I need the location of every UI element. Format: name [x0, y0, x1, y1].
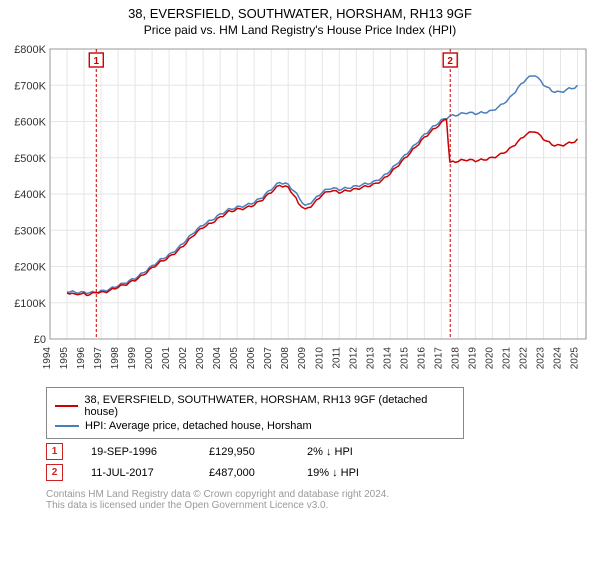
footnotes: Contains HM Land Registry data © Crown c…: [46, 489, 600, 511]
page-title: 38, EVERSFIELD, SOUTHWATER, HORSHAM, RH1…: [0, 6, 600, 21]
svg-text:2018: 2018: [450, 347, 461, 370]
legend-swatch-property: [55, 405, 78, 407]
svg-text:2022: 2022: [518, 347, 529, 370]
svg-text:2015: 2015: [399, 347, 410, 370]
marker-date: 19-SEP-1996: [91, 446, 181, 458]
svg-text:2001: 2001: [161, 347, 172, 370]
svg-text:1997: 1997: [93, 347, 104, 370]
footnote-line: Contains HM Land Registry data © Crown c…: [46, 489, 600, 500]
svg-text:2014: 2014: [382, 347, 393, 370]
svg-text:2004: 2004: [212, 347, 223, 370]
svg-text:£800K: £800K: [14, 44, 46, 56]
marker-table: 1 19-SEP-1996 £129,950 2% ↓ HPI 2 11-JUL…: [46, 443, 600, 481]
svg-text:1996: 1996: [76, 347, 87, 370]
svg-text:£200K: £200K: [14, 262, 46, 274]
svg-text:2016: 2016: [416, 347, 427, 370]
svg-text:2008: 2008: [280, 347, 291, 370]
svg-text:£400K: £400K: [14, 189, 46, 201]
marker-badge-1: 1: [46, 443, 63, 460]
svg-text:£0: £0: [34, 334, 46, 346]
svg-text:2025: 2025: [569, 347, 580, 370]
svg-text:2020: 2020: [484, 347, 495, 370]
marker-price: £487,000: [209, 467, 279, 479]
svg-text:2021: 2021: [501, 347, 512, 370]
footnote-line: This data is licensed under the Open Gov…: [46, 500, 600, 511]
svg-text:2012: 2012: [348, 347, 359, 370]
marker-price: £129,950: [209, 446, 279, 458]
svg-text:2007: 2007: [263, 347, 274, 370]
svg-text:1994: 1994: [42, 347, 53, 370]
legend-swatch-hpi: [55, 425, 79, 427]
svg-text:2003: 2003: [195, 347, 206, 370]
marker-badge-2: 2: [46, 464, 63, 481]
svg-text:2024: 2024: [552, 347, 563, 370]
svg-text:£500K: £500K: [14, 153, 46, 165]
marker-date: 11-JUL-2017: [91, 467, 181, 479]
svg-text:2010: 2010: [314, 347, 325, 370]
svg-text:2: 2: [447, 56, 453, 67]
svg-text:£700K: £700K: [14, 80, 46, 92]
marker-row: 2 11-JUL-2017 £487,000 19% ↓ HPI: [46, 464, 600, 481]
legend-item: 38, EVERSFIELD, SOUTHWATER, HORSHAM, RH1…: [55, 394, 455, 418]
marker-row: 1 19-SEP-1996 £129,950 2% ↓ HPI: [46, 443, 600, 460]
svg-text:2006: 2006: [246, 347, 257, 370]
marker-delta: 2% ↓ HPI: [307, 446, 353, 458]
svg-text:2011: 2011: [331, 347, 342, 369]
marker-delta: 19% ↓ HPI: [307, 467, 359, 479]
svg-text:2009: 2009: [297, 347, 308, 370]
svg-text:2005: 2005: [229, 347, 240, 370]
svg-text:£600K: £600K: [14, 117, 46, 129]
svg-text:2019: 2019: [467, 347, 478, 370]
chart: £0 £100K £200K £300K £400K £500K £600K £700K £80…: [4, 41, 564, 381]
page-subtitle: Price paid vs. HM Land Registry's House …: [0, 23, 600, 37]
svg-text:£100K: £100K: [14, 298, 46, 310]
svg-text:1998: 1998: [110, 347, 121, 370]
legend: 38, EVERSFIELD, SOUTHWATER, HORSHAM, RH1…: [46, 387, 464, 439]
svg-text:1999: 1999: [127, 347, 138, 370]
svg-text:2002: 2002: [178, 347, 189, 370]
svg-text:2017: 2017: [433, 347, 444, 370]
legend-item: HPI: Average price, detached house, Hors…: [55, 420, 455, 432]
svg-text:£300K: £300K: [14, 225, 46, 237]
svg-text:1: 1: [94, 56, 100, 67]
svg-text:2000: 2000: [144, 347, 155, 370]
svg-text:1995: 1995: [59, 347, 70, 370]
svg-text:2013: 2013: [365, 347, 376, 370]
svg-text:2023: 2023: [535, 347, 546, 370]
legend-label: 38, EVERSFIELD, SOUTHWATER, HORSHAM, RH1…: [84, 394, 455, 418]
legend-label: HPI: Average price, detached house, Hors…: [85, 420, 312, 432]
